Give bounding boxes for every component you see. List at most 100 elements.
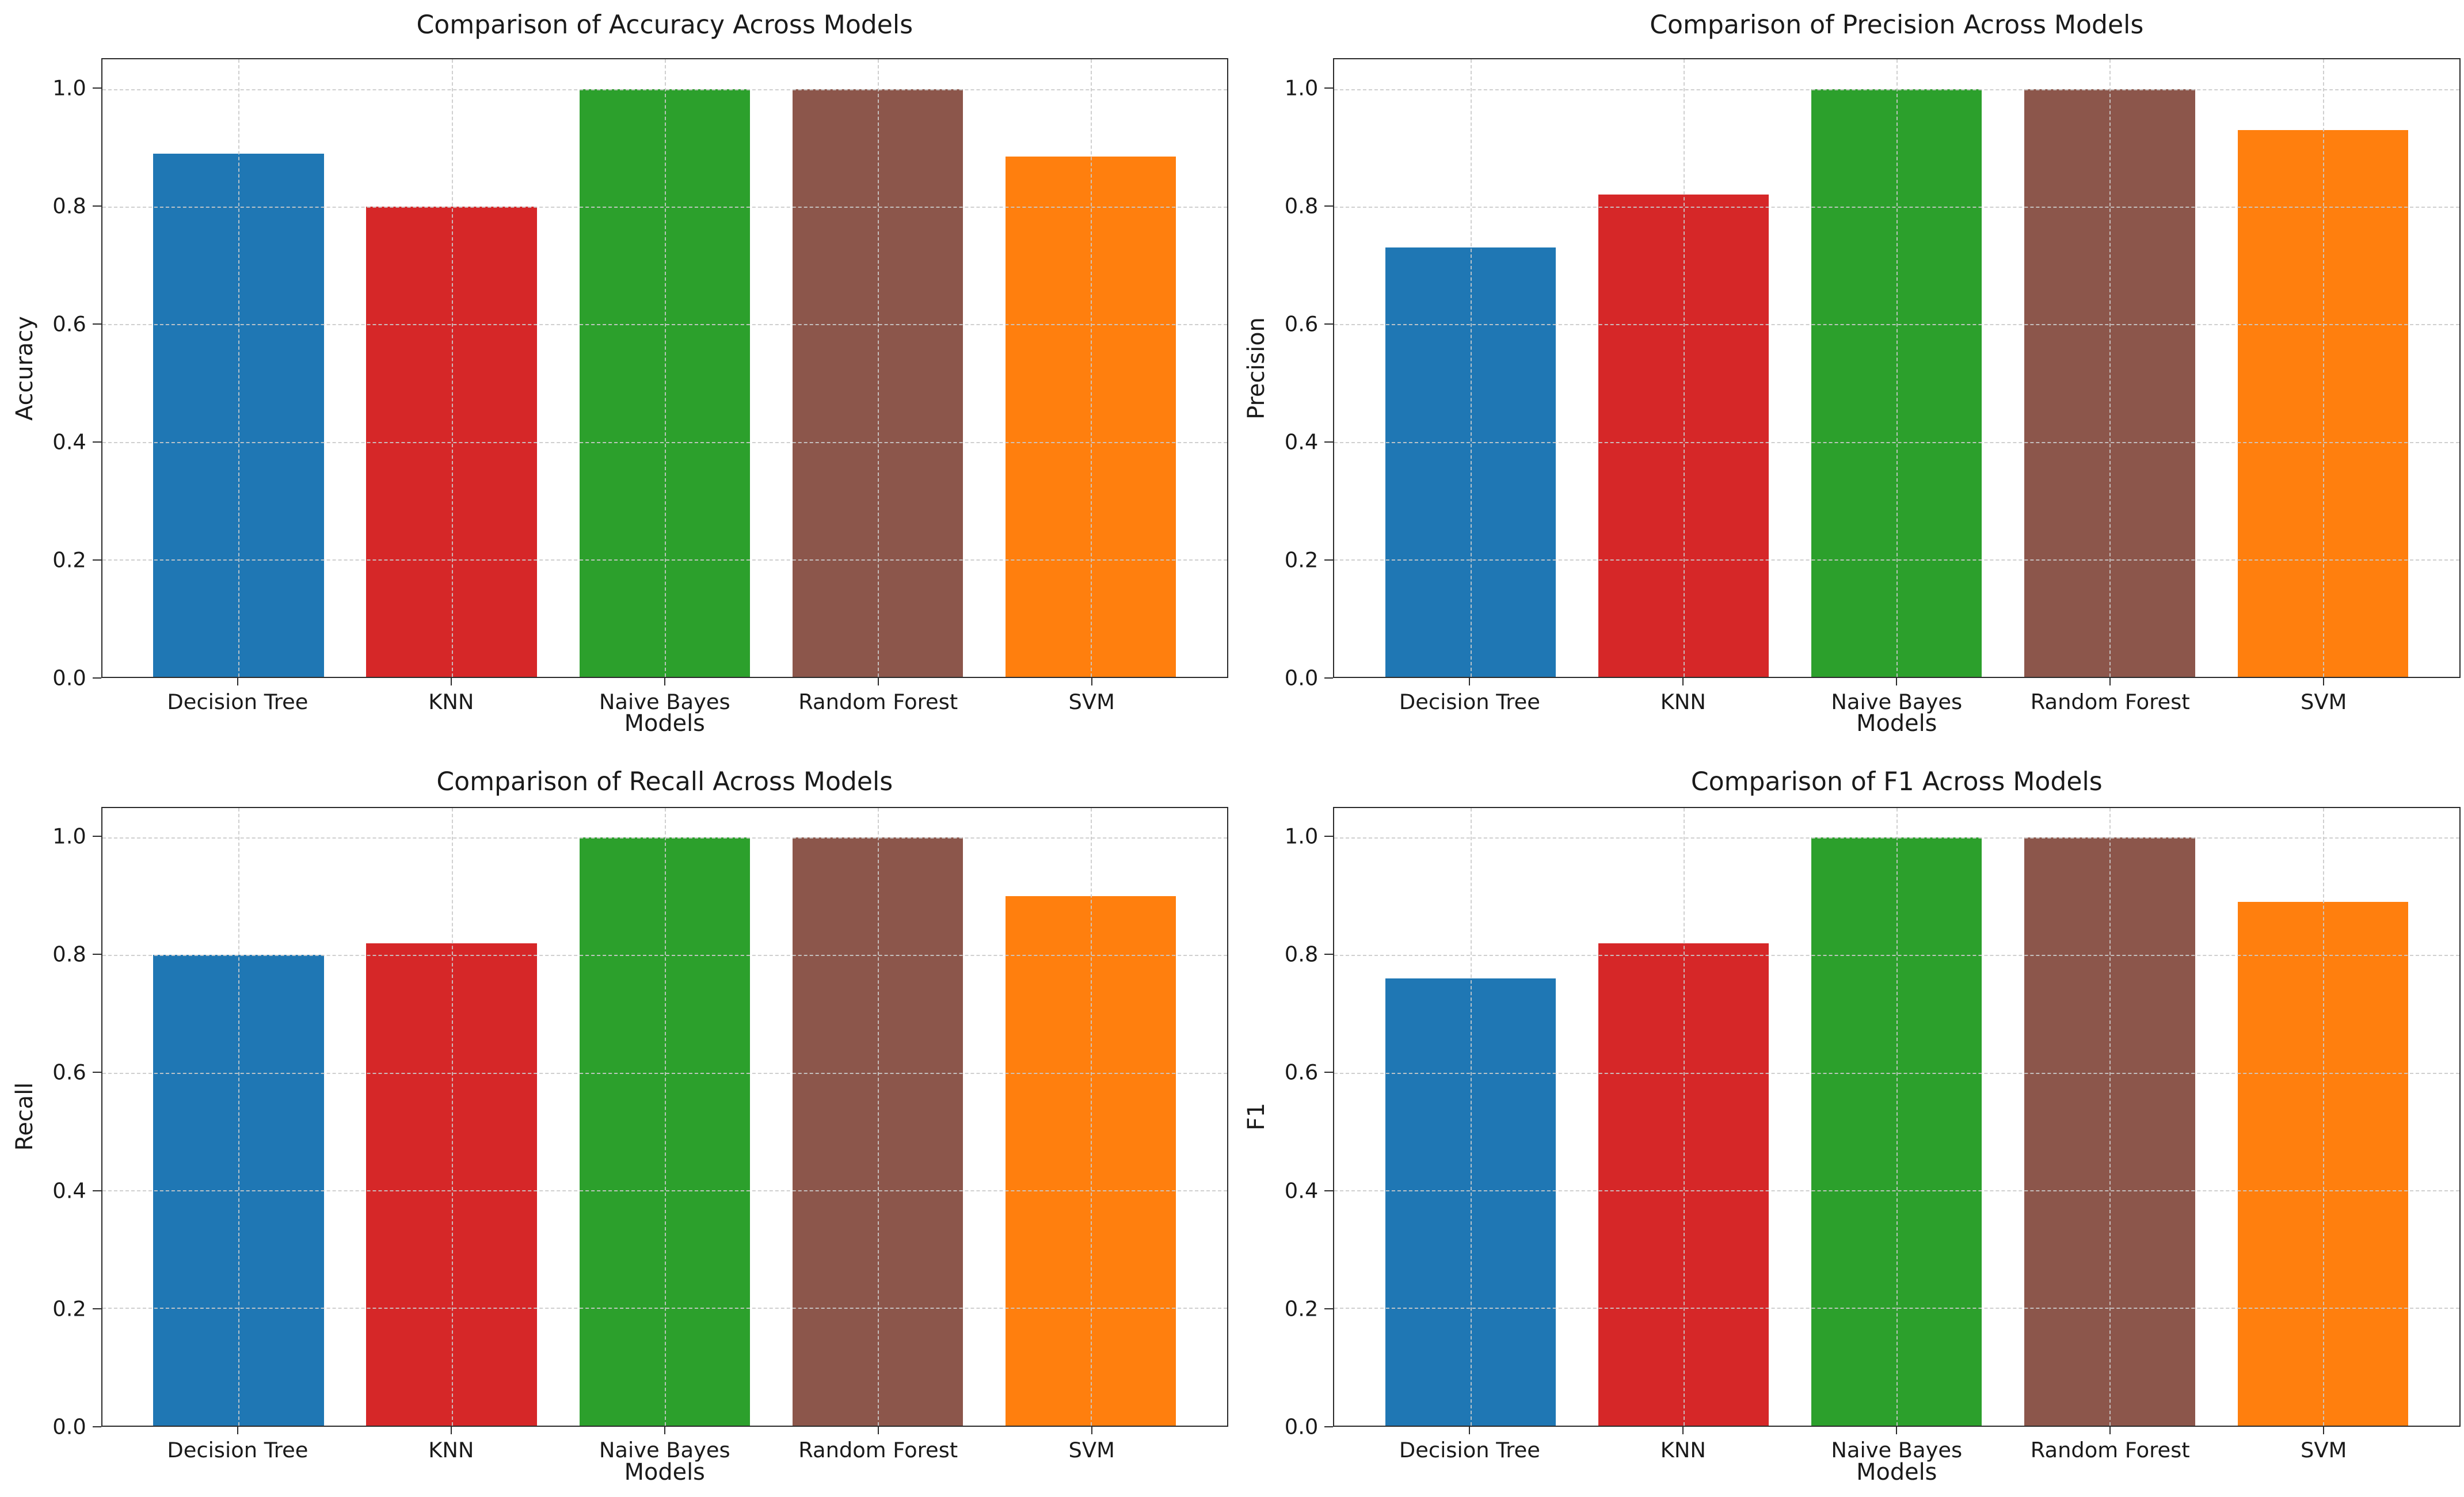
x-axis-label: Models <box>624 710 705 737</box>
x-tick-label-naive-bayes: Naive Bayes <box>599 1438 730 1463</box>
y-tick-mark <box>92 323 101 325</box>
x-tick-mark <box>1682 678 1684 686</box>
x-tick-mark <box>1682 1426 1684 1434</box>
y-tick-label: 1.0 <box>1284 75 1319 101</box>
x-tick-label-svm: SVM <box>2301 1438 2347 1463</box>
x-tick-label-random-forest: Random Forest <box>2030 1438 2190 1463</box>
horizontal-gridline <box>1334 1072 2459 1074</box>
y-tick-label: 0.0 <box>52 1414 86 1439</box>
vertical-gridline <box>877 807 879 1426</box>
y-tick-mark <box>1324 559 1333 561</box>
x-tick-label-naive-bayes: Naive Bayes <box>1831 689 1963 714</box>
y-tick-label: 0.4 <box>52 429 86 455</box>
horizontal-gridline <box>1334 1308 2459 1309</box>
x-tick-mark <box>1469 1426 1471 1434</box>
y-tick-label: 0.2 <box>52 1296 86 1321</box>
y-tick-label: 0.6 <box>52 1060 86 1085</box>
vertical-gridline <box>664 59 666 677</box>
y-tick-mark <box>1324 441 1333 443</box>
chart-title: Comparison of Recall Across Models <box>436 767 893 797</box>
y-tick-label: 1.0 <box>52 75 86 101</box>
y-axis-label: F1 <box>1243 1103 1270 1131</box>
x-tick-mark <box>450 678 452 686</box>
x-tick-mark <box>2323 1426 2325 1434</box>
y-tick-label: 0.0 <box>52 665 86 691</box>
vertical-gridline <box>1896 807 1898 1426</box>
horizontal-gridline <box>102 1190 1228 1192</box>
bar-random-forest <box>792 837 963 1426</box>
vertical-gridline <box>1091 59 1092 677</box>
x-tick-mark <box>1896 678 1898 686</box>
y-tick-mark <box>92 1308 101 1309</box>
x-tick-label-decision-tree: Decision Tree <box>1399 689 1540 714</box>
vertical-gridline <box>1470 59 1472 677</box>
x-tick-mark <box>664 678 665 686</box>
x-tick-label-knn: KNN <box>1660 1438 1706 1463</box>
chart-title: Comparison of F1 Across Models <box>1690 767 2103 797</box>
bar-decision-tree <box>1385 978 1556 1426</box>
recall-chart: Comparison of Recall Across Models Recal… <box>0 749 1232 1497</box>
y-tick-mark <box>1324 87 1333 89</box>
bar-decision-tree <box>153 153 324 677</box>
y-tick-mark <box>92 205 101 207</box>
x-tick-label-decision-tree: Decision Tree <box>1399 1438 1540 1463</box>
vertical-gridline <box>451 59 453 677</box>
x-tick-label-naive-bayes: Naive Bayes <box>599 689 730 714</box>
y-tick-mark <box>1324 954 1333 955</box>
bar-naive-bayes <box>579 837 750 1426</box>
y-tick-label: 0.6 <box>1284 311 1319 337</box>
y-tick-label: 0.2 <box>52 547 86 573</box>
x-tick-label-svm: SVM <box>1068 689 1115 714</box>
y-tick-label: 0.8 <box>52 942 86 967</box>
bar-naive-bayes <box>1811 837 1982 1426</box>
bar-knn <box>1598 195 1769 677</box>
x-tick-mark <box>2109 678 2111 686</box>
vertical-gridline <box>1091 807 1092 1426</box>
y-tick-mark <box>1324 205 1333 207</box>
x-axis-label: Models <box>624 1458 705 1485</box>
plot-area <box>1333 806 2461 1427</box>
bar-random-forest <box>792 89 963 677</box>
x-tick-mark <box>1091 1426 1092 1434</box>
horizontal-gridline <box>1334 955 2459 957</box>
y-tick-label: 0.2 <box>1284 547 1319 573</box>
x-axis-label: Models <box>1856 1458 1937 1485</box>
x-tick-mark <box>877 678 879 686</box>
x-tick-mark <box>450 1426 452 1434</box>
y-tick-mark <box>1324 1190 1333 1191</box>
x-tick-label-knn: KNN <box>428 1438 474 1463</box>
f1-chart: Comparison of F1 Across Models F1 Models… <box>1232 749 2464 1497</box>
x-tick-label-knn: KNN <box>1660 689 1706 714</box>
x-tick-label-random-forest: Random Forest <box>798 1438 958 1463</box>
x-tick-label-decision-tree: Decision Tree <box>167 1438 309 1463</box>
bar-naive-bayes <box>1811 89 1982 677</box>
x-tick-mark <box>1896 1426 1898 1434</box>
plot-area <box>101 806 1229 1427</box>
bar-decision-tree <box>1385 247 1556 677</box>
horizontal-gridline <box>102 1308 1228 1309</box>
bar-random-forest <box>2024 89 2195 677</box>
x-tick-mark <box>664 1426 665 1434</box>
y-tick-label: 0.6 <box>1284 1060 1319 1085</box>
y-tick-mark <box>92 559 101 561</box>
vertical-gridline <box>2322 807 2324 1426</box>
x-tick-label-random-forest: Random Forest <box>798 689 958 714</box>
x-tick-mark <box>1469 678 1471 686</box>
horizontal-gridline <box>1334 837 2459 839</box>
y-tick-mark <box>1324 677 1333 679</box>
x-tick-mark <box>237 678 238 686</box>
y-tick-mark <box>92 836 101 837</box>
y-tick-mark <box>92 1072 101 1073</box>
y-tick-label: 0.0 <box>1284 1414 1319 1439</box>
horizontal-gridline <box>102 206 1228 208</box>
x-tick-label-naive-bayes: Naive Bayes <box>1831 1438 1963 1463</box>
plot-area <box>101 58 1229 679</box>
horizontal-gridline <box>102 89 1228 90</box>
y-tick-label: 0.8 <box>1284 193 1319 219</box>
horizontal-gridline <box>1334 559 2459 561</box>
accuracy-chart: Comparison of Accuracy Across Models Acc… <box>0 0 1232 749</box>
vertical-gridline <box>238 59 240 677</box>
horizontal-gridline <box>102 1072 1228 1074</box>
horizontal-gridline <box>1334 324 2459 326</box>
